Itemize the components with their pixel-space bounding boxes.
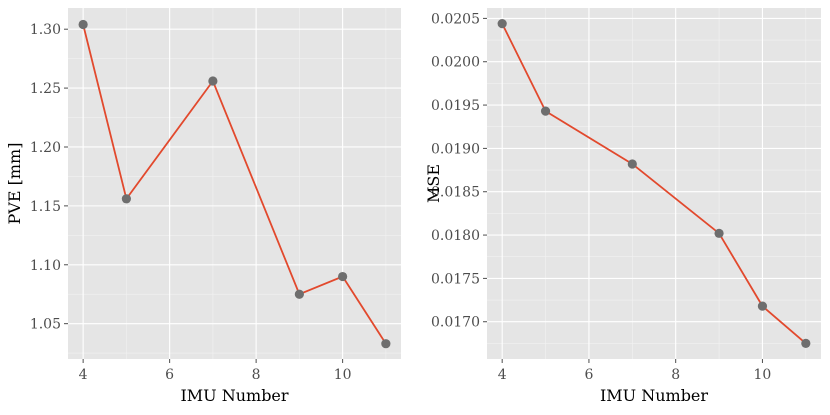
data-point — [801, 338, 811, 348]
y-tick-label: 1.30 — [30, 22, 61, 38]
y-tick-label: 0.0175 — [431, 271, 480, 287]
chart-pve: 4 6 8 10 1.05 1.10 1.15 1.20 1.25 1.30 IMU Number P… — [5, 8, 401, 405]
x-axis-title: IMU Number — [600, 386, 708, 405]
y-tick-label: 1.15 — [30, 199, 61, 215]
y-tick-label: 0.0185 — [431, 185, 480, 201]
x-tick-label: 4 — [498, 367, 507, 383]
x-tick-label: 6 — [584, 367, 593, 383]
data-point — [497, 19, 507, 29]
plot-panel — [487, 8, 821, 359]
data-point — [78, 19, 88, 30]
data-point — [540, 106, 551, 116]
data-point — [338, 271, 348, 282]
y-tick-label: 0.0205 — [431, 11, 480, 27]
y-axis-title: PVE [mm] — [5, 143, 24, 225]
y-axis-title: MSE — [424, 164, 443, 203]
y-tick-label: 1.10 — [30, 258, 61, 274]
y-tick-label: 1.25 — [30, 81, 61, 97]
chart-mse: 4 6 8 10 0.0170 0.0175 0.0180 0.0185 0.0190 0.019… — [424, 8, 821, 405]
x-tick-label: 10 — [334, 367, 352, 383]
y-tick-label: 0.0190 — [431, 141, 480, 157]
x-tick-label: 8 — [252, 367, 261, 383]
y-tick-label: 0.0200 — [431, 55, 480, 71]
x-tick-label: 6 — [165, 367, 174, 383]
y-tick-label: 1.20 — [30, 140, 61, 156]
data-point — [757, 301, 768, 311]
y-tick-label: 0.0180 — [431, 228, 480, 244]
data-point — [121, 194, 131, 204]
y-tick-label: 1.05 — [30, 317, 61, 333]
data-point — [208, 76, 218, 86]
plot-panel — [68, 8, 401, 359]
x-tick-label: 10 — [754, 367, 772, 383]
data-point — [294, 289, 304, 299]
x-tick-label: 4 — [79, 367, 88, 383]
y-tick-label: 0.0195 — [431, 98, 480, 114]
x-axis-title: IMU Number — [180, 386, 288, 405]
data-point — [714, 228, 724, 238]
x-tick-label: 8 — [671, 367, 680, 383]
series-line — [501, 23, 807, 345]
series-line — [82, 24, 387, 345]
data-point — [381, 339, 391, 349]
y-tick-label: 0.0170 — [431, 315, 480, 331]
data-point — [627, 159, 637, 169]
